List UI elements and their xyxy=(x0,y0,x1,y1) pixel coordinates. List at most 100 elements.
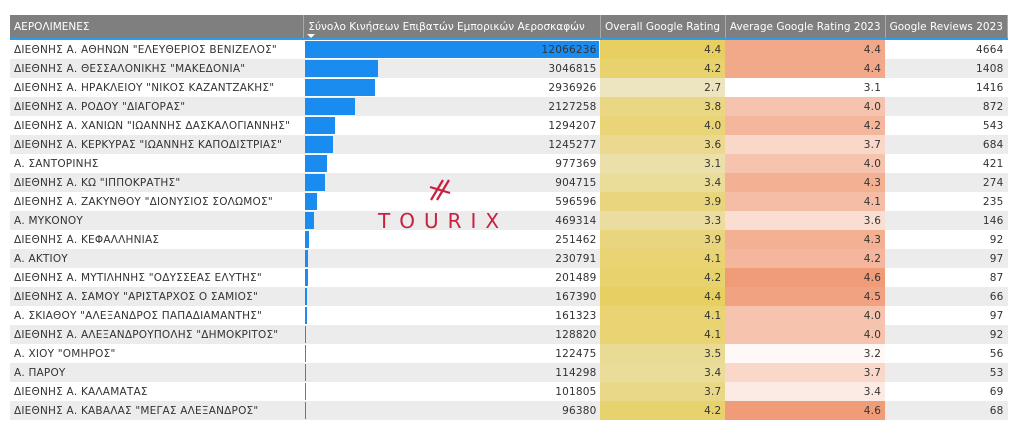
reviews-2023: 53 xyxy=(885,363,1008,382)
passengers-bar xyxy=(304,193,318,210)
table-body: ΔΙΕΘΝΗΣ Α. ΑΘΗΝΩΝ "ΕΛΕΥΘΕΡΙΟΣ ΒΕΝΙΖΕΛΟΣ"… xyxy=(10,39,1008,420)
passengers-value: 904715 xyxy=(555,176,597,189)
table-row[interactable]: Α. ΣΚΙΑΘΟΥ "ΑΛΕΞΑΝΔΡΟΣ ΠΑΠΑΔΙΑΜΑΝΤΗΣ" 16… xyxy=(10,306,1008,325)
overall-rating: 4.1 xyxy=(600,306,726,325)
table-row[interactable]: ΔΙΕΘΝΗΣ Α. ΑΛΕΞΑΝΔΡΟΥΠΟΛΗΣ "ΔΗΜΟΚΡΙΤΟΣ" … xyxy=(10,325,1008,344)
table-row[interactable]: Α. ΜΥΚΟΝΟΥ 469314 3.3 3.6 146 xyxy=(10,211,1008,230)
airport-name: Α. ΧΙΟΥ "ΟΜΗΡΟΣ" xyxy=(14,347,116,360)
passengers-bar xyxy=(304,364,306,381)
passengers-value: 469314 xyxy=(555,214,597,227)
airport-name: ΔΙΕΘΝΗΣ Α. ΚΑΒΑΛΑΣ "ΜΕΓΑΣ ΑΛΕΞΑΝΔΡΟΣ" xyxy=(10,401,304,420)
passengers-bar xyxy=(304,231,309,248)
passengers-value: 596596 xyxy=(555,195,597,208)
airport-name: ΔΙΕΘΝΗΣ Α. ΘΕΣΣΑΛΟΝΙΚΗΣ "ΜΑΚΕΔΟΝΙΑ" xyxy=(10,59,304,78)
reviews-2023: 87 xyxy=(989,271,1004,284)
passengers-cell: 2936926 xyxy=(304,78,601,97)
table-row[interactable]: ΔΙΕΘΝΗΣ Α. ΚΕΦΑΛΛΗΝΙΑΣ 251462 3.9 4.3 92 xyxy=(10,230,1008,249)
avg-rating-2023: 4.6 xyxy=(725,401,886,420)
airport-name: Α. ΜΥΚΟΝΟΥ xyxy=(10,211,304,230)
sort-descending-icon[interactable] xyxy=(307,34,316,38)
table-row[interactable]: ΔΙΕΘΝΗΣ Α. ΚΕΡΚΥΡΑΣ "ΙΩΑΝΝΗΣ ΚΑΠΟΔΙΣΤΡΙΑ… xyxy=(10,135,1008,154)
passengers-cell: 2127258 xyxy=(303,97,601,116)
overall-rating: 4.4 xyxy=(600,39,726,59)
passengers-bar xyxy=(304,60,378,77)
passengers-value: 101805 xyxy=(555,385,597,398)
column-header-overall-rating[interactable]: Overall Google Rating xyxy=(600,15,726,39)
table-row[interactable]: ΔΙΕΘΝΗΣ Α. ΣΑΜΟΥ "ΑΡΙΣΤΑΡΧΟΣ Ο ΣΑΜΙΟΣ" 1… xyxy=(10,287,1008,306)
overall-rating: 3.4 xyxy=(600,173,726,192)
column-header-label: Σύνολο Κινήσεων Επιβατών Εμπορικών Αεροσ… xyxy=(308,20,585,33)
column-header-passengers[interactable]: Σύνολο Κινήσεων Επιβατών Εμπορικών Αεροσ… xyxy=(303,15,601,39)
table-row[interactable]: ΔΙΕΘΝΗΣ Α. ΑΘΗΝΩΝ "ΕΛΕΥΘΕΡΙΟΣ ΒΕΝΙΖΕΛΟΣ"… xyxy=(10,39,1008,59)
airport-name: ΔΙΕΘΝΗΣ Α. ΜΥΤΙΛΗΝΗΣ "ΟΔΥΣΣΕΑΣ ΕΛΥΤΗΣ" xyxy=(14,271,262,284)
airport-name: Α. ΠΑΡΟΥ xyxy=(10,363,304,382)
table-row[interactable]: Α. ΑΚΤΙΟΥ 230791 4.1 4.2 97 xyxy=(10,249,1008,268)
overall-rating: 4.2 xyxy=(600,59,726,78)
passengers-bar xyxy=(304,269,308,286)
avg-rating-2023: 4.2 xyxy=(725,116,886,135)
table-row[interactable]: ΔΙΕΘΝΗΣ Α. ΡΟΔΟΥ "ΔΙΑΓΟΡΑΣ" 2127258 3.8 … xyxy=(10,97,1008,116)
table-row[interactable]: ΔΙΕΘΝΗΣ Α. ΚΩ "ΙΠΠΟΚΡΑΤΗΣ" 904715 3.4 4.… xyxy=(10,173,1008,192)
table-row[interactable]: ΔΙΕΘΝΗΣ Α. ΗΡΑΚΛΕΙΟΥ "ΝΙΚΟΣ ΚΑΖΑΝΤΖΑΚΗΣ"… xyxy=(10,78,1008,97)
table-row[interactable]: ΔΙΕΘΝΗΣ Α. ΧΑΝΙΩΝ "ΙΩΑΝΝΗΣ ΔΑΣΚΑΛΟΓΙΑΝΝΗ… xyxy=(10,116,1008,135)
table-row[interactable]: ΔΙΕΘΝΗΣ Α. ΜΥΤΙΛΗΝΗΣ "ΟΔΥΣΣΕΑΣ ΕΛΥΤΗΣ" 2… xyxy=(10,268,1008,287)
passengers-cell: 167390 xyxy=(303,287,601,306)
table-row[interactable]: Α. ΣΑΝΤΟΡΙΝΗΣ 977369 3.1 4.0 421 xyxy=(10,154,1008,173)
passengers-bar xyxy=(304,174,326,191)
avg-rating-2023: 4.2 xyxy=(725,249,886,268)
avg-rating-2023: 4.0 xyxy=(725,306,886,325)
avg-rating-2023: 3.6 xyxy=(725,211,886,230)
table-row[interactable]: ΔΙΕΘΝΗΣ Α. ΚΑΛΑΜΑΤΑΣ 101805 3.7 3.4 69 xyxy=(10,382,1008,401)
airport-name: ΔΙΕΘΝΗΣ Α. ΧΑΝΙΩΝ "ΙΩΑΝΝΗΣ ΔΑΣΚΑΛΟΓΙΑΝΝΗ… xyxy=(14,119,291,132)
airport-name: ΔΙΕΘΝΗΣ Α. ΚΕΦΑΛΛΗΝΙΑΣ xyxy=(14,233,160,246)
reviews-2023: 97 xyxy=(989,309,1004,322)
table-row[interactable]: ΔΙΕΘΝΗΣ Α. ΖΑΚΥΝΘΟΥ "ΔΙΟΝΥΣΙΟΣ ΣΟΛΩΜΟΣ" … xyxy=(10,192,1008,211)
table-row[interactable]: ΔΙΕΘΝΗΣ Α. ΘΕΣΣΑΛΟΝΙΚΗΣ "ΜΑΚΕΔΟΝΙΑ" 3046… xyxy=(10,59,1008,78)
table-row[interactable]: Α. ΠΑΡΟΥ 114298 3.4 3.7 53 xyxy=(10,363,1008,382)
passengers-cell: 128820 xyxy=(303,325,601,344)
reviews-2023: 56 xyxy=(989,347,1004,360)
airport-name: Α. ΣΚΙΑΘΟΥ "ΑΛΕΞΑΝΔΡΟΣ ΠΑΠΑΔΙΑΜΑΝΤΗΣ" xyxy=(14,309,263,322)
passengers-value: 114298 xyxy=(555,366,597,379)
passengers-cell: 122475 xyxy=(304,344,601,363)
passengers-value: 201489 xyxy=(555,271,597,284)
airport-name: ΔΙΕΘΝΗΣ Α. ΣΑΜΟΥ "ΑΡΙΣΤΑΡΧΟΣ Ο ΣΑΜΙΟΣ" xyxy=(10,287,304,306)
passengers-cell: 201489 xyxy=(304,268,601,287)
avg-rating-2023: 4.0 xyxy=(725,154,886,173)
airport-name: ΔΙΕΘΝΗΣ Α. ΑΘΗΝΩΝ "ΕΛΕΥΘΕΡΙΟΣ ΒΕΝΙΖΕΛΟΣ" xyxy=(14,43,277,56)
airports-table: ΑΕΡΟΛΙΜΕΝΕΣ Σύνολο Κινήσεων Επιβατών Εμπ… xyxy=(10,15,1009,420)
airport-name: ΔΙΕΘΝΗΣ Α. ΚΕΡΚΥΡΑΣ "ΙΩΑΝΝΗΣ ΚΑΠΟΔΙΣΤΡΙΑ… xyxy=(10,135,304,154)
overall-rating: 3.9 xyxy=(600,192,726,211)
table-row[interactable]: ΔΙΕΘΝΗΣ Α. ΚΑΒΑΛΑΣ "ΜΕΓΑΣ ΑΛΕΞΑΝΔΡΟΣ" 96… xyxy=(10,401,1008,420)
column-header-airports[interactable]: ΑΕΡΟΛΙΜΕΝΕΣ xyxy=(10,15,305,39)
reviews-2023: 69 xyxy=(989,385,1004,398)
avg-rating-2023: 4.3 xyxy=(725,230,886,249)
avg-rating-2023: 4.1 xyxy=(725,192,886,211)
avg-rating-2023: 4.6 xyxy=(725,268,886,287)
passengers-value: 977369 xyxy=(555,157,597,170)
reviews-2023: 1408 xyxy=(885,59,1008,78)
avg-rating-2023: 3.7 xyxy=(725,135,886,154)
avg-rating-2023: 3.4 xyxy=(725,382,886,401)
passengers-bar xyxy=(304,98,356,115)
overall-rating: 3.4 xyxy=(600,363,726,382)
avg-rating-2023: 4.4 xyxy=(725,39,886,59)
overall-rating: 3.7 xyxy=(600,382,726,401)
passengers-cell: 161323 xyxy=(304,306,601,325)
passengers-value: 161323 xyxy=(555,309,597,322)
column-header-avg-rating-2023[interactable]: Average Google Rating 2023 xyxy=(725,15,886,39)
passengers-bar xyxy=(304,212,315,229)
airport-name: ΔΙΕΘΝΗΣ Α. ΚΩ "ΙΠΠΟΚΡΑΤΗΣ" xyxy=(10,173,304,192)
airport-name: ΔΙΕΘΝΗΣ Α. ΑΛΕΞΑΝΔΡΟΥΠΟΛΗΣ "ΔΗΜΟΚΡΙΤΟΣ" xyxy=(10,325,304,344)
table-row[interactable]: Α. ΧΙΟΥ "ΟΜΗΡΟΣ" 122475 3.5 3.2 56 xyxy=(10,344,1008,363)
passengers-value: 2936926 xyxy=(548,81,597,94)
reviews-2023: 92 xyxy=(885,325,1008,344)
overall-rating: 3.1 xyxy=(600,154,726,173)
avg-rating-2023: 4.3 xyxy=(725,173,886,192)
passengers-bar xyxy=(304,79,376,96)
column-header-reviews-2023[interactable]: Google Reviews 2023 xyxy=(885,15,1009,39)
reviews-2023: 92 xyxy=(989,233,1004,246)
reviews-2023: 872 xyxy=(885,97,1008,116)
passengers-value: 1294207 xyxy=(548,119,597,132)
overall-rating: 3.3 xyxy=(600,211,726,230)
